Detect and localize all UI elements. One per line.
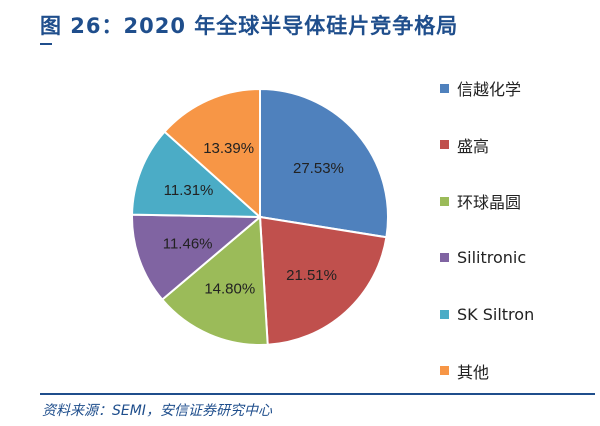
- data-label: 11.46%: [163, 236, 213, 253]
- legend-item: Silitronic: [440, 230, 534, 287]
- legend-swatch: [440, 140, 449, 150]
- figure-title: 图 26：2020 年全球半导体硅片竞争格局: [40, 14, 459, 38]
- pie-slice: [160, 214, 269, 346]
- legend-label: 盛高: [457, 136, 490, 156]
- pie-slice: [131, 130, 263, 219]
- legend-label: 信越化学: [457, 80, 522, 100]
- legend-label: 其他: [457, 362, 490, 382]
- pie-slice: [131, 213, 263, 301]
- data-label: 14.80%: [204, 281, 255, 298]
- source-note: 资料来源：SEMI，安信证券研究中心: [42, 403, 272, 419]
- legend-label: SK Siltron: [457, 304, 535, 324]
- legend-swatch: [440, 83, 449, 93]
- data-label: 13.39%: [203, 140, 254, 157]
- legend-swatch: [440, 366, 449, 376]
- legend-label: 环球晶圆: [457, 193, 522, 213]
- pie-slice: [259, 87, 389, 239]
- legend-swatch: [440, 196, 449, 206]
- legend-swatch: [440, 309, 449, 319]
- legend-item: 环球晶圆: [440, 173, 534, 230]
- legend-item: 盛高: [440, 117, 534, 174]
- source-divider: [40, 393, 595, 395]
- data-label: 27.53%: [293, 160, 344, 177]
- pie-slice: [163, 87, 261, 220]
- legend: 信越化学盛高环球晶圆 Silitronic SK Siltron 其他: [440, 60, 534, 399]
- title-underline: [40, 43, 52, 45]
- legend-item: SK Siltron: [440, 286, 534, 343]
- pie-slice: [258, 215, 388, 346]
- data-label: 11.31%: [164, 182, 214, 199]
- legend-label: Silitronic: [457, 248, 527, 268]
- legend-item: 信越化学: [440, 60, 534, 117]
- legend-item: 其他: [440, 343, 534, 400]
- data-label: 21.51%: [286, 267, 337, 284]
- legend-swatch: [440, 253, 449, 263]
